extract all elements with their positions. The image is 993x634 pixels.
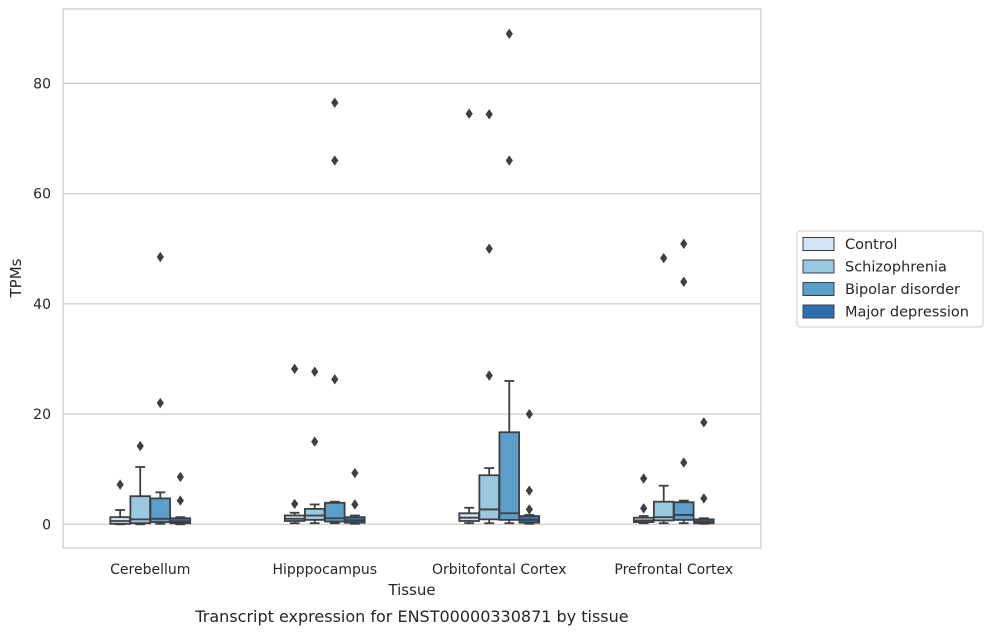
- x-tick-label: Cerebellum: [110, 562, 190, 578]
- box-group: [518, 408, 541, 525]
- box-group: [673, 238, 695, 525]
- outlier-point: [485, 370, 493, 381]
- outlier-point: [525, 485, 533, 496]
- legend: Control Schizophrenia Bipolar disorder Majo…: [796, 230, 984, 328]
- plot-area: [63, 9, 761, 548]
- outlier-point: [680, 276, 688, 288]
- gridlines: [63, 82, 761, 525]
- box: [149, 497, 172, 523]
- box-group: [303, 366, 326, 525]
- box-plots: [109, 28, 715, 526]
- outlier-point: [156, 397, 164, 409]
- y-tick-label: 0: [42, 517, 51, 533]
- y-tick-label: 20: [33, 407, 51, 423]
- outlier-point: [291, 363, 299, 375]
- box: [478, 474, 500, 521]
- outlier-point: [156, 251, 164, 263]
- plot-frame: [62, 8, 762, 549]
- outlier-point: [700, 417, 708, 428]
- outlier-point: [176, 495, 184, 506]
- outlier-point: [680, 238, 688, 249]
- legend-label: Major depression: [845, 305, 969, 321]
- box: [498, 431, 521, 521]
- legend-frame: [796, 230, 984, 328]
- box-group: [458, 108, 480, 525]
- y-tick-label: 80: [33, 76, 51, 92]
- legend-label: Bipolar disorder: [845, 282, 960, 298]
- x-tick-label: Prefrontal Cortex: [614, 562, 733, 578]
- outlier-point: [291, 498, 299, 510]
- outlier-point: [465, 108, 473, 119]
- outlier-point: [640, 503, 648, 514]
- outlier-point: [525, 504, 533, 515]
- outlier-point: [331, 374, 339, 385]
- outlier-point: [485, 243, 493, 254]
- outlier-point: [700, 493, 708, 504]
- legend-swatch: [802, 237, 835, 251]
- x-axis-label: Tissue: [387, 581, 435, 599]
- legend-label: Control: [845, 237, 897, 253]
- box-group: [344, 467, 366, 525]
- y-tick-label: 40: [33, 297, 51, 313]
- box: [324, 501, 346, 523]
- box-group: [693, 417, 715, 525]
- x-tick-label: Orbitofontal Cortex: [432, 562, 567, 578]
- outlier-point: [505, 155, 513, 166]
- box: [303, 507, 326, 521]
- outlier-point: [485, 109, 493, 120]
- box-group: [478, 109, 500, 525]
- y-tick-label: 60: [33, 187, 51, 203]
- box-group: [129, 440, 151, 526]
- box-group: [498, 28, 521, 525]
- box-group: [169, 471, 192, 526]
- legend-label: Schizophrenia: [845, 260, 947, 276]
- box: [673, 501, 695, 521]
- outlier-point: [525, 408, 533, 420]
- outlier-point: [116, 479, 124, 490]
- chart-caption: Transcript expression for ENST0000033087…: [194, 607, 628, 626]
- legend-swatch: [802, 259, 835, 274]
- outlier-point: [331, 155, 339, 166]
- x-tick-label: Hipppocampus: [272, 562, 377, 578]
- y-axis-label: TPMs: [7, 258, 25, 298]
- outlier-point: [351, 499, 359, 510]
- outlier-point: [505, 28, 513, 40]
- outlier-point: [176, 471, 184, 483]
- outlier-point: [136, 440, 144, 452]
- outlier-point: [660, 252, 668, 264]
- outlier-point: [311, 436, 319, 447]
- outlier-point: [680, 457, 688, 468]
- outlier-point: [351, 467, 359, 479]
- legend-swatch: [802, 282, 835, 296]
- box-group: [149, 251, 172, 525]
- box-group: [324, 97, 346, 525]
- x-axis-ticks: Cerebellum Hipppocampus Orbitofontal Corte…: [110, 562, 733, 578]
- outlier-point: [640, 473, 648, 484]
- y-axis-ticks: 0 20 40 60 80: [33, 76, 51, 533]
- legend-swatch: [802, 304, 835, 319]
- outlier-point: [311, 366, 319, 377]
- outlier-point: [331, 97, 339, 108]
